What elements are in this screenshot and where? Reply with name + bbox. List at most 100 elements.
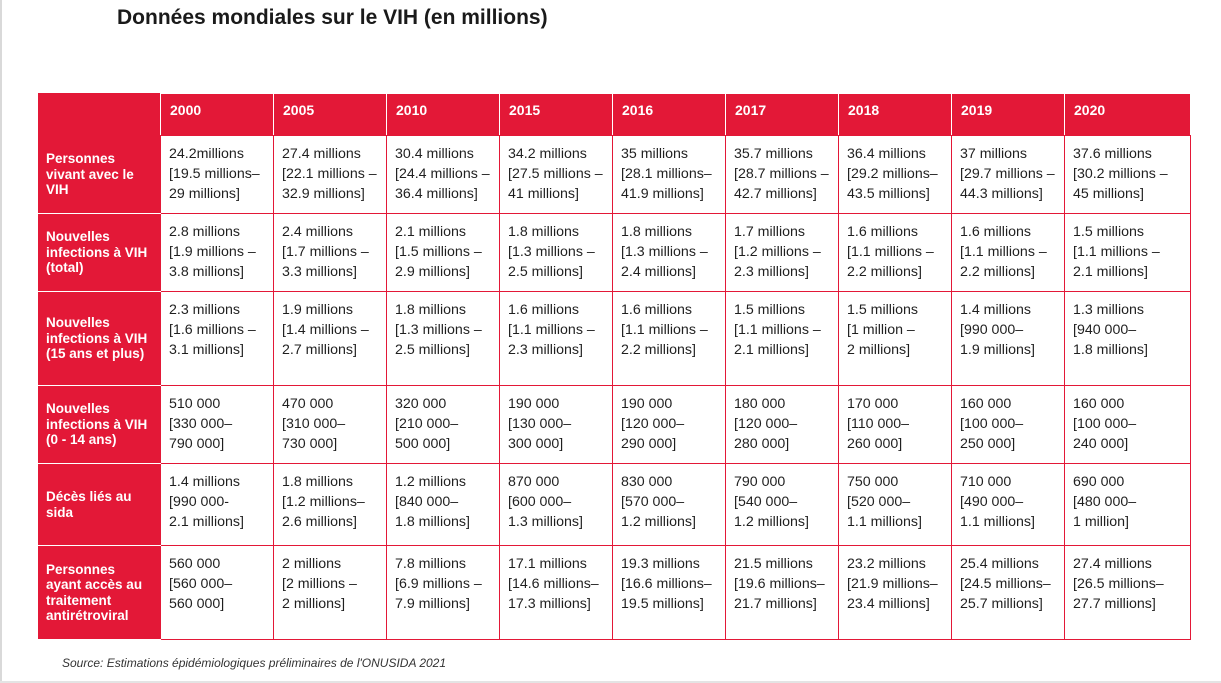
- cell-range-line: [1.2 millions –: [734, 244, 821, 260]
- cell-range-line: [210 000–: [395, 416, 459, 432]
- cell-estimate: 160 000: [1073, 396, 1125, 412]
- cell-range-line: [1.3 millions –: [508, 244, 595, 260]
- table-cell: 750 000 [520 000– 1.1 millions]: [838, 463, 952, 546]
- cell-range-line: 2.1 millions]: [169, 514, 244, 530]
- cell-estimate: 36.4 millions: [847, 146, 926, 162]
- cell-estimate: 35 millions: [621, 146, 689, 162]
- table-cell: 790 000 [540 000– 1.2 millions]: [725, 463, 839, 546]
- cell-estimate: 17.1 millions: [508, 556, 587, 572]
- cell-estimate: 19.3 millions: [621, 556, 700, 572]
- cell-range-line: 2.9 millions]: [395, 264, 470, 280]
- cell-range-line: 3.1 millions]: [169, 342, 244, 358]
- cell-range-line: 1.2 millions]: [734, 514, 809, 530]
- row-header: Personnes ayant accès au traitement anti…: [38, 545, 161, 640]
- row-header: Nouvelles infections à VIH (0 - 14 ans): [38, 385, 161, 464]
- cell-estimate: 170 000: [847, 396, 899, 412]
- cell-range-line: 250 000]: [960, 436, 1016, 452]
- cell-range-line: [120 000–: [621, 416, 685, 432]
- cell-estimate: 180 000: [734, 396, 786, 412]
- cell-range-line: [840 000–: [395, 494, 459, 510]
- table-cell: 320 000 [210 000– 500 000]: [386, 385, 500, 464]
- cell-range-line: 2.3 millions]: [734, 264, 809, 280]
- table-cell: 19.3 millions [16.6 millions– 19.5 million…: [612, 545, 726, 640]
- cell-range-line: 790 000]: [169, 436, 225, 452]
- table-cell: 21.5 millions [19.6 millions– 21.7 million…: [725, 545, 839, 640]
- cell-range-line: 2.7 millions]: [282, 342, 357, 358]
- table-cell: 27.4 millions [22.1 millions – 32.9 millio…: [273, 135, 387, 214]
- table-cell: 37 millions [29.7 millions – 44.3 millions…: [951, 135, 1065, 214]
- cell-estimate: 870 000: [508, 474, 560, 490]
- cell-estimate: 1.7 millions: [734, 224, 805, 240]
- cell-estimate: 1.2 millions: [395, 474, 466, 490]
- table-cell: 190 000 [120 000– 290 000]: [612, 385, 726, 464]
- cell-range-line: [1.2 millions–: [282, 494, 365, 510]
- cell-range-line: [560 000–: [169, 576, 233, 592]
- table-cell: 1.7 millions [1.2 millions – 2.3 millions]: [725, 213, 839, 292]
- cell-range-line: [29.7 millions –: [960, 166, 1055, 182]
- table-cell: 1.6 millions [1.1 millions – 2.2 millions]: [612, 291, 726, 386]
- cell-range-line: 2.3 millions]: [508, 342, 583, 358]
- cell-estimate: 21.5 millions: [734, 556, 813, 572]
- table-cell: 1.9 millions [1.4 millions – 2.7 millions]: [273, 291, 387, 386]
- cell-range-line: 2 millions]: [282, 596, 346, 612]
- cell-estimate: 710 000: [960, 474, 1012, 490]
- table-cell: 1.6 millions [1.1 millions – 2.3 millions]: [499, 291, 613, 386]
- column-header: 2017: [725, 93, 839, 136]
- column-header: 2015: [499, 93, 613, 136]
- cell-range-line: 1.1 millions]: [847, 514, 922, 530]
- table-cell: 24.2millions [19.5 millions– 29 millions]: [160, 135, 274, 214]
- cell-range-line: [19.5 millions–: [169, 166, 260, 182]
- table-cell: 1.5 millions [1.1 millions – 2.1 millions]: [1064, 213, 1191, 292]
- header-corner: [38, 93, 161, 136]
- table-cell: 1.4 millions [990 000– 1.9 millions]: [951, 291, 1065, 386]
- row-header: Nouvelles infections à VIH (total): [38, 213, 161, 292]
- cell-estimate: 190 000: [621, 396, 673, 412]
- cell-range-line: 7.9 millions]: [395, 596, 470, 612]
- cell-range-line: 32.9 millions]: [282, 186, 365, 202]
- cell-estimate: 1.5 millions: [847, 302, 918, 318]
- cell-estimate: 2.1 millions: [395, 224, 466, 240]
- table-cell: 25.4 millions [24.5 millions– 25.7 million…: [951, 545, 1065, 640]
- cell-range-line: 260 000]: [847, 436, 903, 452]
- cell-range-line: 23.4 millions]: [847, 596, 930, 612]
- cell-estimate: 27.4 millions: [282, 146, 361, 162]
- cell-range-line: [940 000–: [1073, 322, 1137, 338]
- cell-range-line: 300 000]: [508, 436, 564, 452]
- cell-range-line: 21.7 millions]: [734, 596, 817, 612]
- cell-range-line: [1.3 millions –: [395, 322, 482, 338]
- table-cell: 1.8 millions [1.3 millions – 2.5 millions]: [499, 213, 613, 292]
- cell-estimate: 690 000: [1073, 474, 1125, 490]
- table-cell: 1.5 millions [1.1 millions – 2.1 millions]: [725, 291, 839, 386]
- cell-range-line: [24.5 millions–: [960, 576, 1051, 592]
- cell-range-line: 1.9 millions]: [960, 342, 1035, 358]
- row-header: Personnes vivant avec le VIH: [38, 135, 161, 214]
- cell-range-line: [520 000–: [847, 494, 911, 510]
- cell-range-line: 3.8 millions]: [169, 264, 244, 280]
- cell-range-line: 1.8 millions]: [395, 514, 470, 530]
- table-cell: 1.3 millions [940 000– 1.8 millions]: [1064, 291, 1191, 386]
- column-header: 2010: [386, 93, 500, 136]
- table-cell: 27.4 millions [26.5 millions– 27.7 million…: [1064, 545, 1191, 640]
- table-cell: 160 000 [100 000– 250 000]: [951, 385, 1065, 464]
- table-cell: 2 millions [2 millions – 2 millions]: [273, 545, 387, 640]
- table-cell: 160 000 [100 000– 240 000]: [1064, 385, 1191, 464]
- table-cell: 1.8 millions [1.3 millions – 2.4 millions]: [612, 213, 726, 292]
- cell-estimate: 510 000: [169, 396, 221, 412]
- cell-estimate: 2 millions: [282, 556, 342, 572]
- cell-estimate: 160 000: [960, 396, 1012, 412]
- cell-range-line: [990 000–: [960, 322, 1024, 338]
- cell-range-line: [1.9 millions –: [169, 244, 256, 260]
- cell-range-line: 2.1 millions]: [1073, 264, 1148, 280]
- cell-range-line: [1.1 millions –: [960, 244, 1047, 260]
- cell-range-line: 560 000]: [169, 596, 225, 612]
- cell-range-line: [100 000–: [1073, 416, 1137, 432]
- cell-range-line: 1.3 millions]: [508, 514, 583, 530]
- table-cell: 710 000 [490 000– 1.1 millions]: [951, 463, 1065, 546]
- source-note: Source: Estimations épidémiologiques pré…: [62, 656, 447, 670]
- cell-range-line: [14.6 millions–: [508, 576, 599, 592]
- table-cell: 170 000 [110 000– 260 000]: [838, 385, 952, 464]
- cell-estimate: 2.3 millions: [169, 302, 240, 318]
- table-cell: 1.6 millions [1.1 millions – 2.2 millions]: [838, 213, 952, 292]
- cell-range-line: [29.2 millions–: [847, 166, 938, 182]
- cell-range-line: 2.4 millions]: [621, 264, 696, 280]
